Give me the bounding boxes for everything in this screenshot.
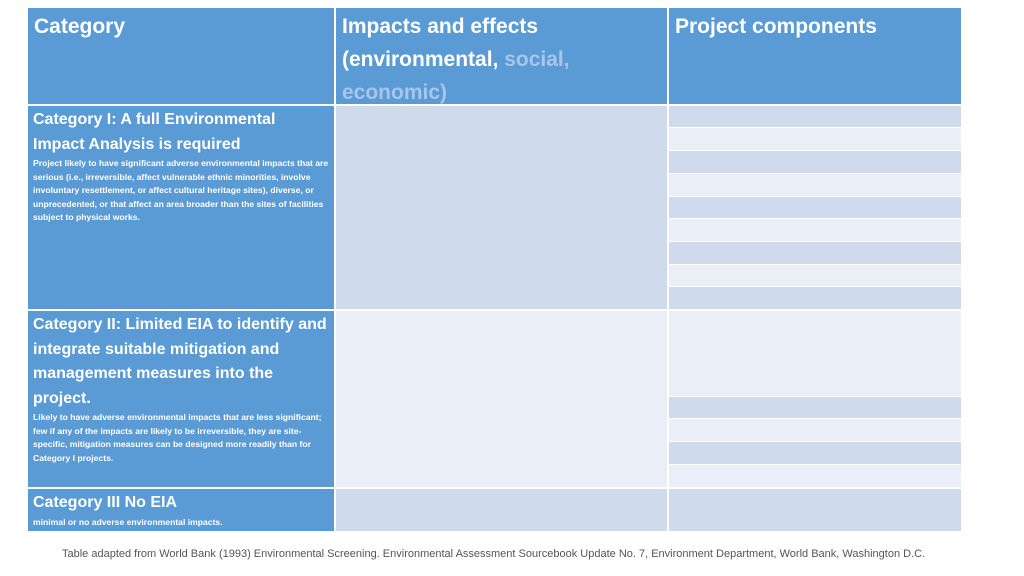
- header-text: social,: [504, 48, 570, 71]
- empty-cell: [669, 419, 961, 441]
- header-cell: Impacts and effects (environmental, socia…: [336, 8, 667, 104]
- header-text: Project components: [675, 15, 877, 38]
- header-text: Category: [34, 15, 126, 38]
- empty-cell: [669, 128, 961, 150]
- header-cell: Category: [28, 8, 334, 104]
- empty-cell: [669, 287, 961, 309]
- empty-cell: [669, 489, 961, 531]
- category-description: minimal or no adverse environmental impa…: [33, 516, 223, 527]
- empty-cell: [336, 311, 667, 487]
- empty-cell: [669, 106, 961, 127]
- empty-cell: [669, 465, 961, 487]
- empty-cell: [669, 197, 961, 218]
- header-cell: Project components: [669, 8, 961, 104]
- empty-cell: [669, 219, 961, 241]
- caption: Table adapted from World Bank (1993) Env…: [62, 548, 926, 560]
- header-text: (environmental,: [342, 48, 499, 71]
- category-title: Category I: A full Environmental Impact …: [33, 111, 276, 153]
- empty-cell: [669, 265, 961, 286]
- empty-cell: [669, 311, 961, 396]
- category-description: Project likely to have significant adver…: [33, 158, 329, 223]
- header-text: Impacts and effects: [342, 15, 539, 38]
- category-title: Category III No EIA: [33, 494, 178, 511]
- empty-cell: [336, 106, 667, 309]
- empty-cell: [669, 397, 961, 418]
- category-cell: Category II: Limited EIA to identify and…: [28, 311, 334, 487]
- category-cell: Category I: A full Environmental Impact …: [28, 106, 334, 309]
- category-title: Category II: Limited EIA to identify and…: [33, 316, 327, 407]
- empty-cell: [669, 174, 961, 196]
- empty-cell: [669, 442, 961, 464]
- category-cell: Category III No EIA minimal or no adverse…: [28, 489, 334, 531]
- header-text: economic): [342, 81, 448, 104]
- category-description: Likely to have adverse environmental imp…: [33, 412, 322, 463]
- empty-cell: [669, 151, 961, 173]
- empty-cell: [669, 242, 961, 264]
- empty-cell: [336, 489, 667, 531]
